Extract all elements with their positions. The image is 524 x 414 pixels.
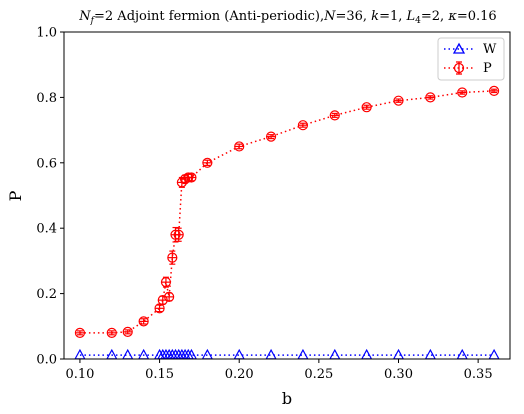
legend: W P	[437, 37, 505, 81]
legend-marker-p	[453, 62, 465, 74]
y-axis-label: P	[6, 190, 25, 201]
x-tick-label: 0.20	[225, 367, 254, 382]
chart-title: Nf=2 Adjoint fermion (Anti-periodic),N=3…	[78, 9, 496, 26]
x-tick-label: 0.25	[304, 367, 333, 382]
x-tick-label: 0.35	[464, 367, 493, 382]
y-tick-label: 0.4	[36, 222, 57, 237]
series-line-p	[79, 90, 495, 334]
y-tick-label: 0.0	[36, 353, 57, 368]
y-tick-label: 0.2	[36, 287, 57, 302]
x-tick-label: 0.10	[65, 367, 94, 382]
plot-frame	[63, 31, 511, 360]
legend-label-p: P	[483, 61, 492, 76]
x-tick-label: 0.15	[145, 367, 174, 382]
x-tick-label: 0.30	[384, 367, 413, 382]
data-point-w	[328, 348, 341, 360]
y-tick-label: 0.6	[36, 156, 57, 171]
x-axis-label: b	[282, 389, 292, 408]
y-tick-label: 0.8	[36, 91, 57, 106]
legend-marker-w	[452, 42, 466, 54]
plot-area	[74, 85, 500, 360]
data-point-w	[360, 348, 373, 360]
legend-label-w: W	[483, 42, 497, 57]
data-point-w	[121, 348, 134, 360]
y-tick-label: 1.0	[36, 26, 57, 41]
axis-ticks: 0.10 0.15 0.20 0.25 0.30 0.35 0.0 0.2 0.4 0.6 0.8 1…	[36, 26, 492, 383]
